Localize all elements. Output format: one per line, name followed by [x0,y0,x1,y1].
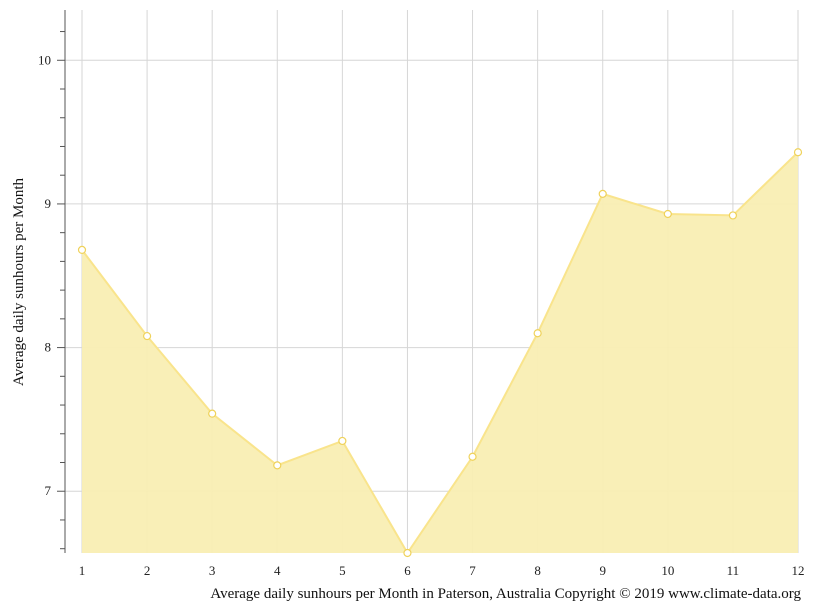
data-point-marker [77,245,87,254]
series-area-fill [82,152,798,553]
y-tick-label: 10 [38,52,51,67]
data-point-marker [403,548,412,558]
y-axis-title: Average daily sunhours per Month [11,178,27,387]
data-point-marker [208,409,217,418]
y-tick-label: 8 [45,340,52,355]
x-tick-label: 4 [274,563,281,578]
data-point-marker [338,436,347,446]
x-tick-label: 6 [404,563,411,578]
x-tick-label: 3 [209,563,216,578]
y-tick-label: 7 [45,483,52,498]
y-minor-ticks [60,31,65,550]
x-tick-label: 1 [79,563,86,578]
x-tick-label: 10 [661,563,674,578]
x-tick-label: 8 [534,563,541,578]
x-tick-label: 11 [727,563,740,578]
x-tick-label: 9 [599,563,606,578]
chart-caption: Average daily sunhours per Month in Pate… [210,586,801,602]
x-tick-label: 7 [469,563,476,578]
data-point-marker [273,461,282,470]
series-line [81,151,799,555]
x-tick-label: 12 [792,563,805,578]
data-markers [77,148,803,558]
data-point-marker [598,189,607,198]
x-tick-label: 2 [144,563,151,578]
data-point-marker [793,148,803,157]
x-tick-labels: 1 2 3 4 5 6 7 8 9 10 11 12 [79,563,805,578]
x-tick-label: 5 [339,563,346,578]
y-major-ticks: 7 8 9 10 [38,52,65,498]
data-point-marker [533,329,542,338]
data-point-marker [728,211,738,220]
data-point-marker [663,209,672,219]
data-point-marker [142,331,152,341]
y-tick-label: 9 [45,196,52,211]
data-point-marker [468,452,477,461]
